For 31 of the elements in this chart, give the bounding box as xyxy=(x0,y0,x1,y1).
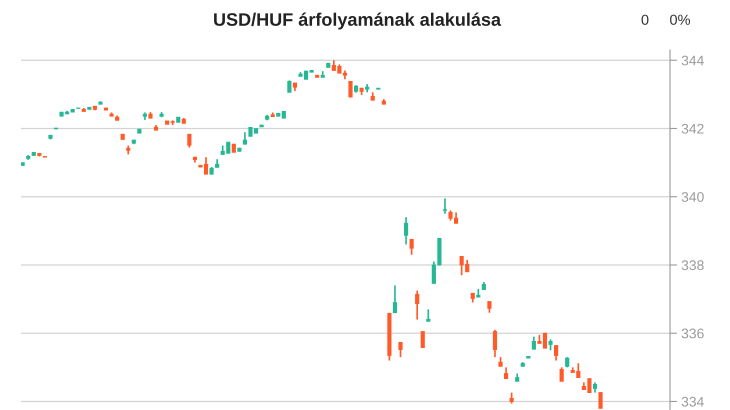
y-tick-label: 340 xyxy=(682,192,704,202)
candlestick xyxy=(415,290,420,320)
y-tick-label: 342 xyxy=(682,124,704,134)
candlestick xyxy=(348,80,353,98)
candlestick xyxy=(487,300,492,314)
candlestick xyxy=(565,356,570,368)
candlestick xyxy=(426,308,430,322)
y-tick-label: 336 xyxy=(682,328,704,338)
candlestick xyxy=(560,366,564,382)
candlestick xyxy=(187,133,192,148)
candlestick xyxy=(510,392,514,404)
candlestick xyxy=(548,338,553,352)
candlestick xyxy=(404,216,408,246)
candlestick xyxy=(242,131,248,146)
text: 0 xyxy=(642,14,648,25)
candlestick xyxy=(554,344,558,362)
candlestick xyxy=(504,366,508,380)
candlestick xyxy=(287,80,292,94)
chart-title: USD/HUF árfolyamának alakulása xyxy=(214,12,502,30)
candlestick xyxy=(592,382,598,394)
text: 0% xyxy=(670,14,690,25)
y-tick-label: 338 xyxy=(682,260,704,270)
candlestick xyxy=(492,328,498,358)
candlestick xyxy=(532,336,536,350)
y-tick-label: 344 xyxy=(682,56,704,66)
candlestick xyxy=(442,198,448,215)
y-tick-label: 334 xyxy=(682,396,704,407)
candlestick xyxy=(598,391,603,410)
candlestick xyxy=(398,341,403,358)
candlestick xyxy=(410,238,414,256)
candlestick xyxy=(392,284,398,314)
